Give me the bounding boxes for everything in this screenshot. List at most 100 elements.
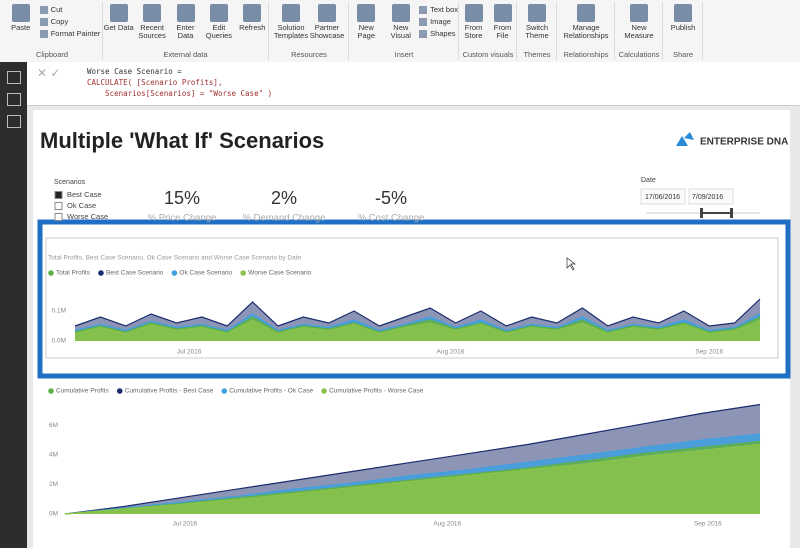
small-button[interactable]: Copy: [39, 17, 101, 26]
button-label: New Page: [357, 23, 376, 40]
checkbox[interactable]: [54, 213, 63, 221]
area-line: [64, 433, 761, 515]
legend-label: Best Case Scenario: [106, 270, 164, 277]
y-tick-label: 2M: [49, 481, 58, 488]
sidebar: [0, 62, 27, 548]
ribbon-button[interactable]: New Page: [350, 2, 383, 40]
button-row: Manage Relationships: [558, 2, 614, 40]
small-button[interactable]: Image: [419, 17, 458, 26]
x-tick-label: Jul 2016: [173, 521, 198, 528]
ribbon-button[interactable]: Enter Data: [170, 2, 201, 40]
area-fill: [65, 444, 760, 514]
code-line: Scenarios[Scenarios] = "Worse Case" ): [87, 89, 273, 98]
legend-label: Worse Case Scenario: [248, 270, 311, 277]
model-view[interactable]: [7, 115, 21, 128]
button-icon: [630, 4, 648, 22]
ribbon-button[interactable]: Solution Templates: [274, 2, 308, 40]
checkbox[interactable]: [54, 202, 63, 210]
button-icon: [209, 4, 228, 22]
button-label: New Measure: [624, 23, 654, 40]
ribbon-button[interactable]: Publish: [666, 2, 700, 32]
card-value: -5%: [375, 188, 407, 208]
button-label: From File: [493, 23, 512, 40]
date-title: Date: [641, 177, 656, 184]
group-label: Resources: [291, 50, 327, 59]
card-value: 15%: [164, 188, 200, 208]
legend-label: Cumulative Profits - Best Case: [125, 388, 214, 395]
ribbon-button[interactable]: Recent Sources: [136, 2, 167, 40]
ribbon-button[interactable]: New Measure: [622, 2, 656, 40]
button-icon: [176, 4, 195, 22]
highlight: [37, 219, 791, 379]
formula-buttons[interactable]: ✕ ✓: [37, 66, 61, 80]
date-box[interactable]: [688, 188, 734, 205]
button-label: Enter Data: [176, 23, 195, 40]
small-button[interactable]: Text box: [419, 5, 458, 14]
checkbox[interactable]: [54, 191, 63, 199]
card-label: % Cost Change: [358, 213, 425, 224]
area-line: [74, 319, 761, 335]
button-icon: [39, 29, 48, 38]
ribbon-group: New Page New Visual Text box Image Shapes Ins…: [350, 2, 459, 60]
ribbon: Paste Cut Copy Format Painter Clipboard Get D…: [0, 0, 800, 63]
ribbon-button[interactable]: Switch Theme: [520, 2, 554, 40]
ribbon-button[interactable]: Edit Queries: [203, 2, 234, 40]
area-line: [74, 298, 761, 327]
small-button[interactable]: Cut: [39, 5, 101, 14]
ribbon-button[interactable]: Manage Relationships: [563, 2, 609, 40]
button-label: From Store: [464, 23, 483, 40]
x-tick-label: Sep 2016: [695, 349, 723, 356]
ribbon-group: Solution Templates Partner Showcase Resour…: [270, 2, 349, 60]
group-label: Relationships: [563, 50, 609, 59]
button-label: Publish: [670, 23, 696, 32]
button-row: From Store From File: [460, 2, 516, 40]
ribbon-button[interactable]: Paste: [4, 2, 38, 38]
report-title: Multiple 'What If' Scenarios: [40, 128, 324, 153]
button-label: Edit Queries: [205, 23, 233, 40]
logo-icon: [676, 132, 694, 146]
group-label: Share: [672, 50, 693, 59]
legend-dot: [116, 388, 123, 394]
button-label: Partner Showcase: [309, 23, 345, 40]
legend-dot: [48, 388, 54, 394]
ribbon-group: Get Data Recent Sources Enter Data Edit Que…: [103, 2, 269, 60]
button-row: New Measure: [616, 2, 662, 40]
legend-label: Cumulative Profits - Ok Case: [229, 388, 313, 395]
group-label: Calculations: [618, 50, 660, 59]
button-label: New Visual: [390, 23, 411, 40]
formula-code[interactable]: Worse Case Scenario = CALCULATE( [Scenari…: [87, 66, 272, 99]
data-view[interactable]: [7, 93, 21, 106]
group-label: Custom visuals: [462, 50, 514, 59]
ribbon-button[interactable]: From Store: [460, 2, 487, 40]
button-icon: [39, 17, 48, 26]
ribbon-button[interactable]: Get Data: [103, 2, 134, 40]
code-line: CALCULATE( [Scenario Profits],: [87, 78, 223, 87]
small-button[interactable]: Shapes: [419, 29, 458, 38]
button-label: Copy: [50, 17, 69, 26]
button-icon: [109, 4, 128, 22]
date-box[interactable]: [640, 188, 686, 205]
y-tick-label: 0.0M: [52, 338, 66, 345]
slicer-item: Ok Case: [67, 201, 96, 210]
legend-label: Cumulative Profits: [56, 388, 109, 395]
date-handle[interactable]: [730, 208, 733, 218]
button-icon: [493, 4, 512, 22]
legend-dot: [221, 388, 228, 394]
button-row: Publish: [664, 2, 702, 32]
date-handle[interactable]: [700, 208, 703, 218]
ribbon-button[interactable]: Refresh: [237, 2, 268, 40]
ribbon-group: From Store From File Custom visuals: [460, 2, 517, 60]
ribbon-group: Publish Share: [664, 2, 703, 60]
button-label: Manage Relationships: [563, 23, 609, 40]
report-view[interactable]: [7, 71, 21, 84]
small-button[interactable]: Format Painter: [39, 29, 100, 38]
button-label: Paste: [11, 23, 31, 32]
date-end: 7/09/2016: [692, 194, 723, 201]
group-label: Themes: [523, 50, 551, 59]
ribbon-button[interactable]: Partner Showcase: [310, 2, 344, 40]
button-icon: [419, 5, 428, 14]
small-buttons: Cut Copy Format Painter: [39, 2, 101, 38]
button-icon: [143, 4, 162, 22]
ribbon-button[interactable]: From File: [489, 2, 516, 40]
ribbon-button[interactable]: New Visual: [385, 2, 418, 40]
